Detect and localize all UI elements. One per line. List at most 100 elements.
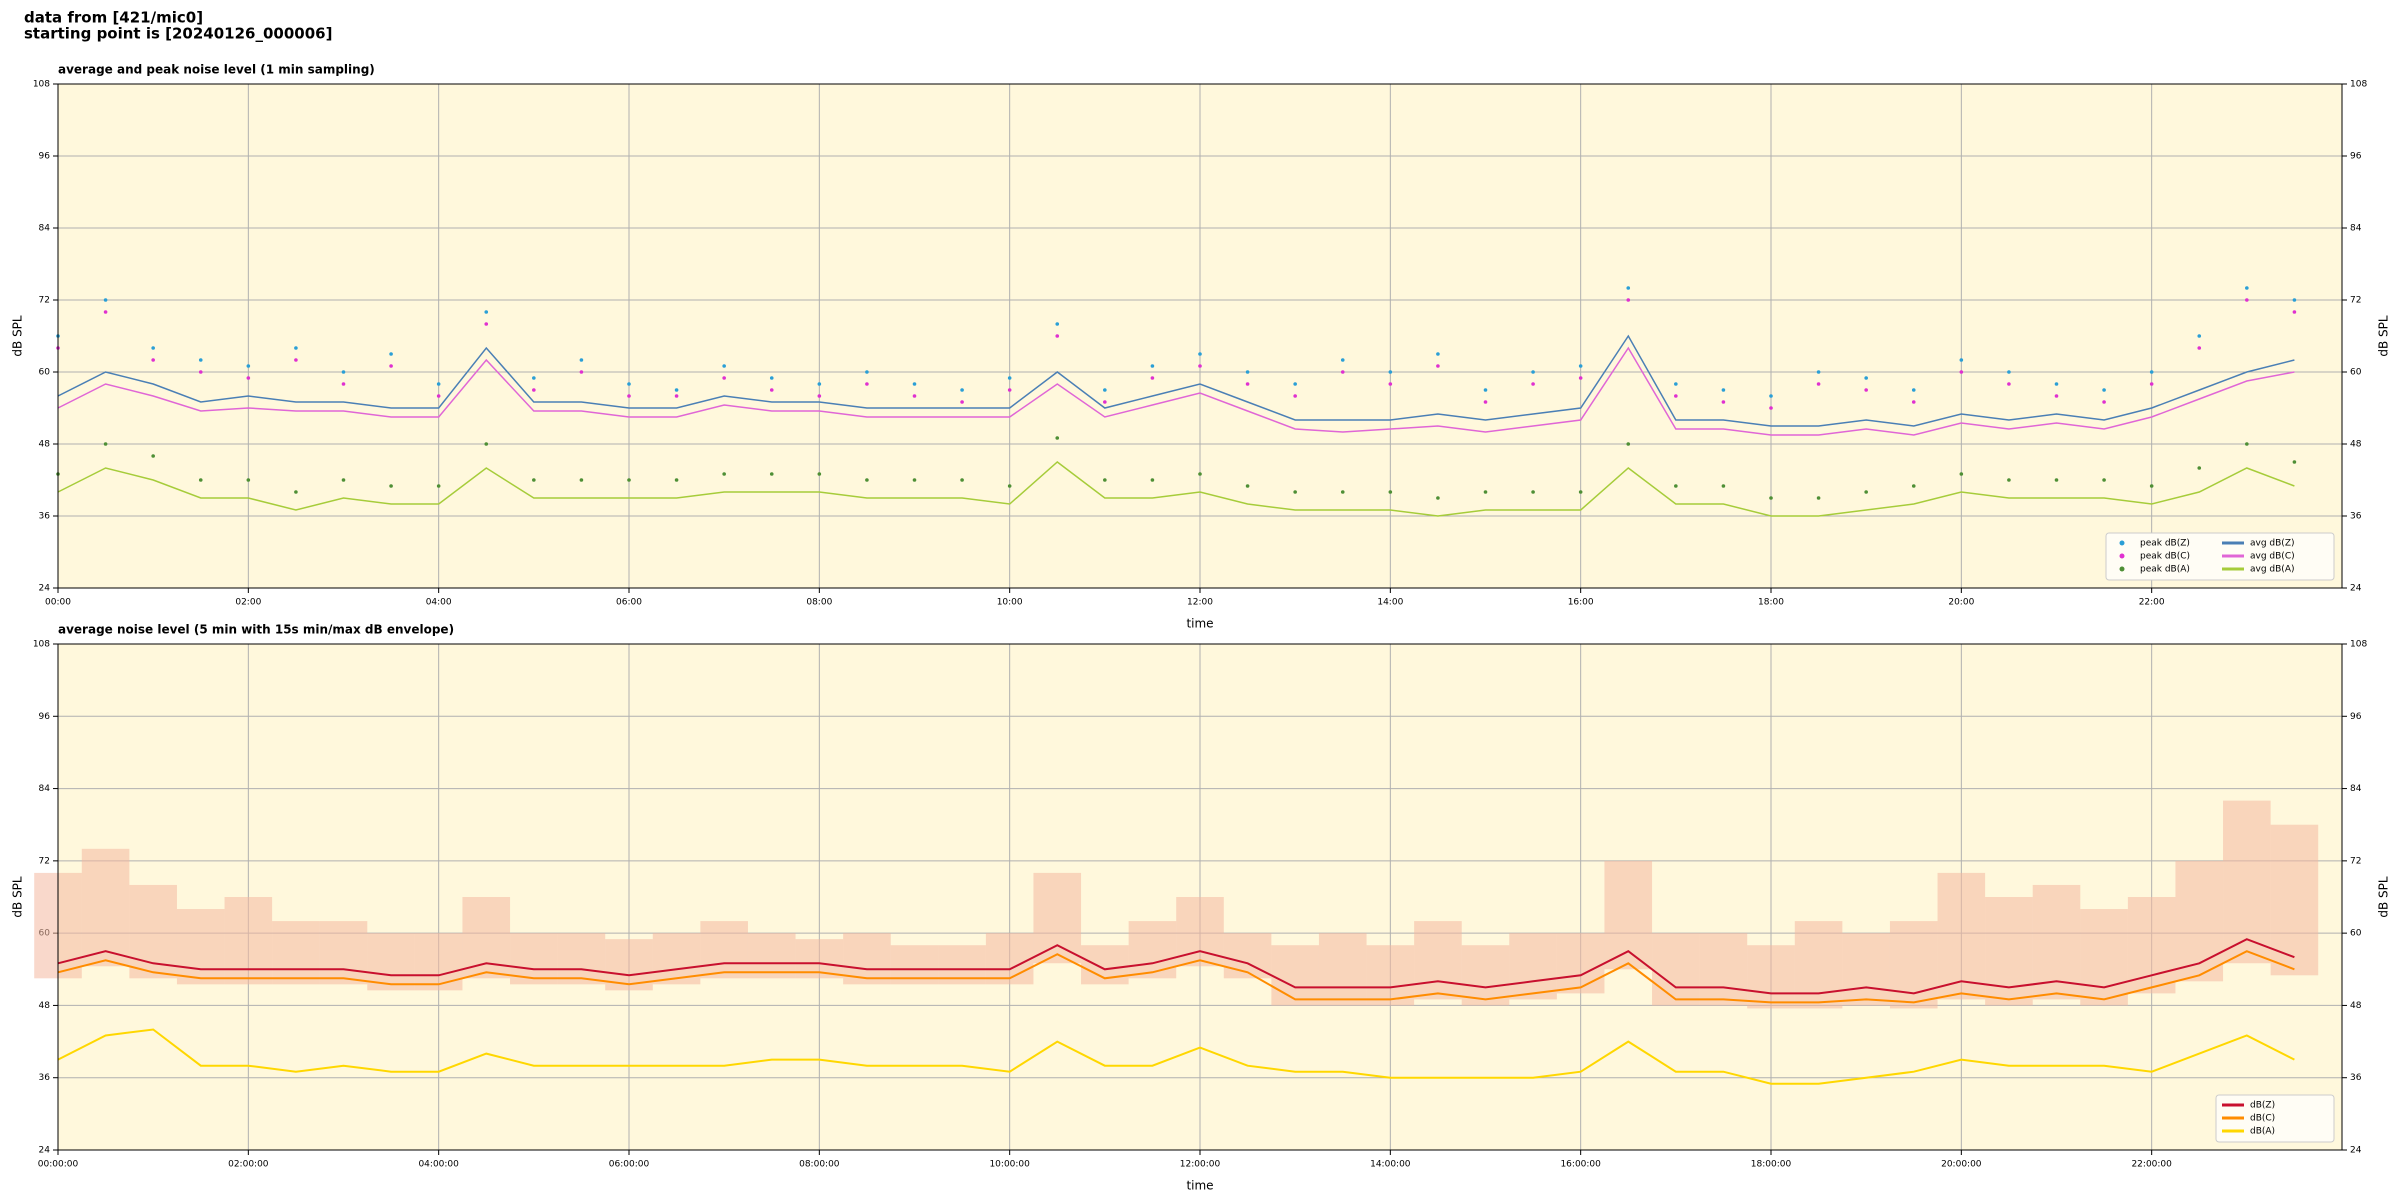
peak-point xyxy=(2197,334,2202,338)
peak-point xyxy=(2102,400,2106,404)
page-subtitle: starting point is [20240126_000006] xyxy=(24,25,332,43)
x-tick-label: 10:00:00 xyxy=(989,1160,1030,1170)
peak-point xyxy=(1578,364,1583,368)
peak-point xyxy=(674,478,679,482)
y-tick-label: 108 xyxy=(2350,80,2367,90)
envelope xyxy=(129,884,177,979)
peak-point xyxy=(2054,478,2059,482)
peak-point xyxy=(1959,358,1964,362)
peak-point xyxy=(674,394,679,398)
envelope xyxy=(1414,921,1462,1000)
peak-point xyxy=(1674,484,1678,488)
envelope xyxy=(700,921,748,979)
legend-label: avg dB(C) xyxy=(2250,552,2295,562)
peak-point xyxy=(627,478,631,482)
x-tick-label: 06:00 xyxy=(616,598,642,608)
peak-point xyxy=(1436,352,1440,356)
peak-point xyxy=(912,478,917,482)
peak-point xyxy=(1959,472,1964,476)
peak-point xyxy=(1626,286,1631,290)
x-tick-label: 22:00:00 xyxy=(2131,1160,2172,1170)
y-tick-label: 108 xyxy=(2350,640,2367,650)
envelope xyxy=(1985,897,2033,1006)
peak-point xyxy=(912,382,917,386)
x-tick-label: 14:00:00 xyxy=(1370,1160,1411,1170)
peak-point xyxy=(2007,478,2011,482)
chart-title: average and peak noise level (1 min samp… xyxy=(58,63,375,77)
peak-point xyxy=(722,472,726,476)
x-tick-label: 04:00:00 xyxy=(418,1160,459,1170)
envelope xyxy=(1509,933,1557,1000)
peak-point xyxy=(246,364,251,368)
envelope xyxy=(2080,909,2128,1006)
envelope xyxy=(1842,933,1890,1006)
series-line xyxy=(57,1028,2295,1085)
peak-point xyxy=(484,442,489,446)
peak-point xyxy=(579,478,584,482)
peak-point xyxy=(484,310,489,314)
peak-point xyxy=(1198,472,1202,476)
peak-point xyxy=(341,478,346,482)
envelope xyxy=(272,921,320,985)
envelope xyxy=(1604,860,1653,970)
peak-point xyxy=(960,388,964,392)
peak-point xyxy=(1816,370,1821,374)
peak-point xyxy=(532,376,536,380)
peak-point xyxy=(1864,376,1868,380)
peak-point xyxy=(2102,478,2106,482)
y-tick-label: 36 xyxy=(2350,1073,2362,1083)
peak-point xyxy=(865,478,869,482)
page-title: data from [421/mic0] xyxy=(24,9,203,27)
legend-label: peak dB(C) xyxy=(2140,552,2190,562)
peak-point xyxy=(103,298,108,302)
envelope xyxy=(1747,945,1795,1009)
peak-point xyxy=(436,382,441,386)
envelope xyxy=(1318,933,1367,1006)
legend-box xyxy=(2105,532,2335,581)
x-tick-label: 04:00 xyxy=(426,598,452,608)
x-tick-label: 02:00:00 xyxy=(228,1160,269,1170)
envelope xyxy=(557,933,606,985)
envelope xyxy=(985,933,1034,985)
envelope xyxy=(2270,824,2319,976)
envelope xyxy=(176,909,225,985)
peak-point xyxy=(2102,388,2106,392)
peak-point xyxy=(1150,364,1155,368)
peak-point xyxy=(1007,376,1012,380)
peak-point xyxy=(436,394,441,398)
y-tick-label: 60 xyxy=(2350,929,2362,939)
x-tick-label: 20:00 xyxy=(1948,598,1974,608)
peak-point xyxy=(294,346,298,350)
peak-point xyxy=(1911,388,1916,392)
x-tick-label: 18:00:00 xyxy=(1751,1160,1792,1170)
y-tick-label: 96 xyxy=(2350,712,2362,722)
legend-marker xyxy=(2119,540,2125,546)
x-tick-label: 06:00:00 xyxy=(609,1160,650,1170)
y-tick-label: 84 xyxy=(2350,224,2362,234)
legend-label: avg dB(A) xyxy=(2250,565,2294,575)
peak-point xyxy=(1483,490,1488,494)
peak-point xyxy=(1340,370,1345,374)
peak-point xyxy=(2197,346,2202,350)
y-tick-label: 48 xyxy=(39,1001,51,1011)
peak-point xyxy=(1864,490,1868,494)
x-tick-label: 12:00:00 xyxy=(1180,1160,1221,1170)
legend-label: peak dB(A) xyxy=(2140,565,2190,575)
peak-point xyxy=(960,478,964,482)
peak-point xyxy=(341,382,346,386)
legend-label: dB(C) xyxy=(2250,1114,2275,1124)
peak-point xyxy=(151,346,155,350)
peak-point xyxy=(2292,460,2297,464)
peak-point xyxy=(1055,322,1060,326)
legend-box xyxy=(2215,1094,2335,1143)
y-tick-label: 96 xyxy=(39,152,51,162)
peak-point xyxy=(627,394,631,398)
y-tick-label: 24 xyxy=(39,584,51,594)
y-tick-label: 72 xyxy=(39,296,50,306)
series-line xyxy=(57,461,2295,517)
peak-point xyxy=(1103,400,1107,404)
peak-point xyxy=(1483,388,1488,392)
series-line xyxy=(57,938,2295,995)
